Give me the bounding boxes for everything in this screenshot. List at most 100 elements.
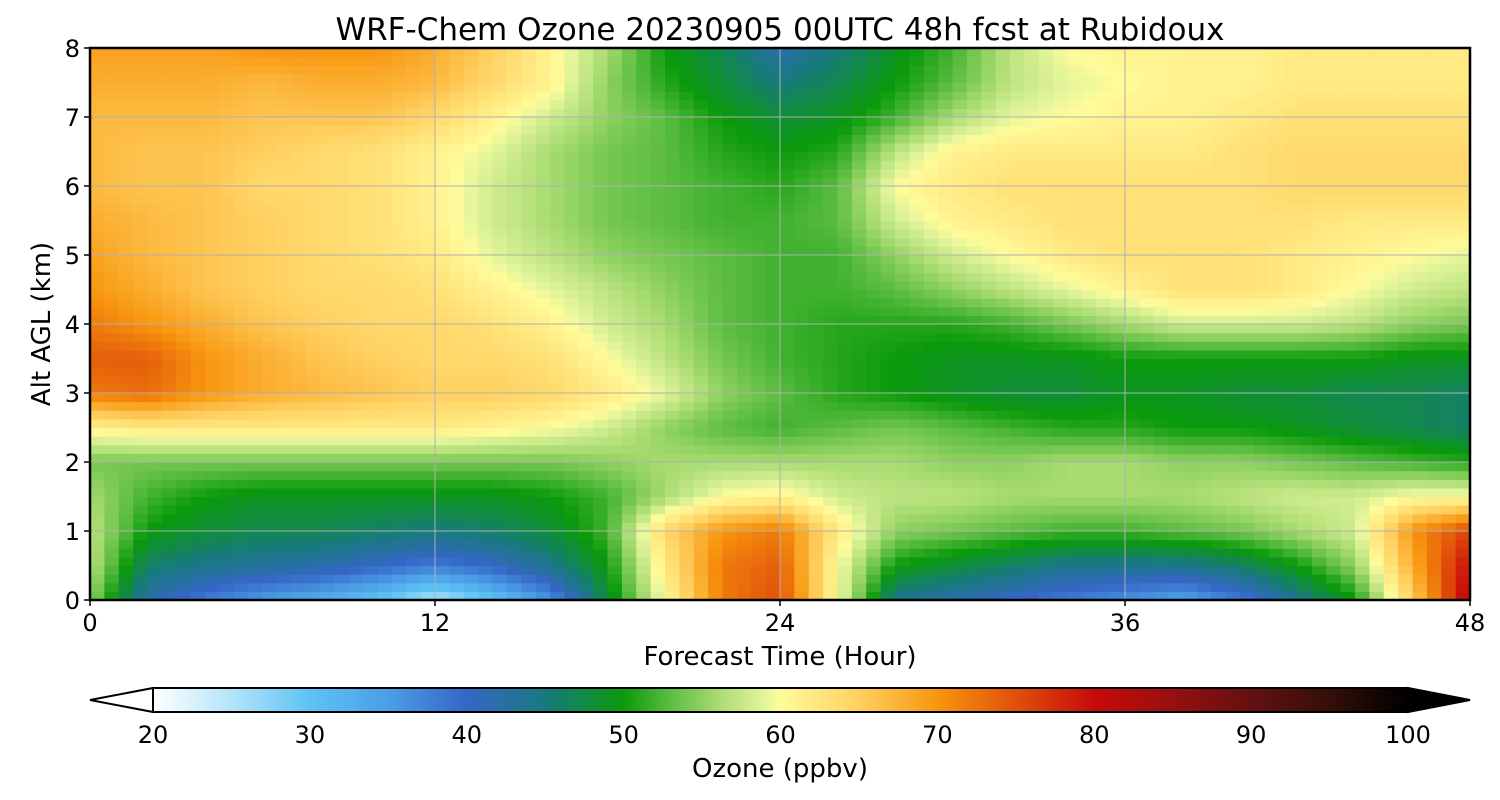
field-cell bbox=[320, 444, 335, 454]
field-cell bbox=[621, 453, 637, 463]
field-cell bbox=[104, 453, 120, 463]
field-cell bbox=[1139, 168, 1155, 178]
field-cell bbox=[248, 349, 264, 360]
field-cell bbox=[995, 168, 1011, 178]
field-cell bbox=[621, 203, 637, 213]
field-cell bbox=[176, 280, 192, 291]
field-cell bbox=[722, 289, 738, 299]
field-cell bbox=[621, 280, 637, 291]
field-cell bbox=[449, 505, 465, 515]
field-cell bbox=[1398, 565, 1414, 575]
field-cell bbox=[262, 237, 278, 247]
field-cell bbox=[593, 324, 609, 334]
field-cell bbox=[578, 496, 594, 506]
field-cell bbox=[578, 289, 594, 299]
field-cell bbox=[1297, 298, 1313, 308]
field-cell bbox=[1038, 306, 1054, 316]
field-cell bbox=[1110, 203, 1126, 213]
field-cell bbox=[348, 556, 364, 567]
field-cell bbox=[521, 470, 537, 480]
field-cell bbox=[449, 186, 465, 196]
field-cell bbox=[866, 531, 882, 541]
field-cell bbox=[492, 237, 508, 247]
field-cell bbox=[765, 246, 781, 256]
field-cell bbox=[593, 375, 609, 385]
field-cell bbox=[578, 375, 594, 385]
field-cell bbox=[808, 505, 824, 515]
field-cell bbox=[578, 315, 594, 325]
field-cell bbox=[909, 341, 925, 351]
field-cell bbox=[1211, 160, 1227, 170]
field-cell bbox=[391, 349, 407, 360]
field-cell bbox=[492, 186, 508, 196]
field-cell bbox=[1153, 160, 1169, 170]
field-cell bbox=[765, 556, 781, 567]
field-cell bbox=[780, 522, 795, 532]
field-cell bbox=[391, 539, 407, 549]
field-cell bbox=[1125, 479, 1140, 489]
field-cell bbox=[995, 556, 1011, 567]
field-cell bbox=[895, 367, 910, 377]
field-cell bbox=[751, 453, 767, 463]
field-cell bbox=[938, 315, 954, 325]
field-cell bbox=[463, 229, 479, 239]
field-cell bbox=[219, 565, 235, 575]
field-cell bbox=[334, 470, 350, 480]
field-cell bbox=[1110, 280, 1126, 291]
field-cell bbox=[1311, 505, 1327, 515]
field-cell bbox=[1326, 211, 1342, 222]
field-cell bbox=[1283, 522, 1299, 532]
field-cell bbox=[391, 591, 407, 600]
field-cell bbox=[1268, 255, 1284, 265]
field-cell bbox=[966, 436, 982, 446]
field-cell bbox=[564, 548, 580, 558]
field-cell bbox=[851, 496, 867, 506]
field-cell bbox=[1398, 186, 1414, 196]
field-cell bbox=[463, 237, 479, 247]
field-cell bbox=[161, 513, 177, 523]
field-cell bbox=[837, 462, 853, 472]
field-cell bbox=[909, 186, 925, 196]
field-cell bbox=[938, 289, 954, 299]
field-cell bbox=[1455, 168, 1470, 178]
field-cell bbox=[133, 332, 149, 342]
field-cell bbox=[722, 505, 738, 515]
field-cell bbox=[161, 582, 177, 592]
field-cell bbox=[391, 160, 407, 170]
field-cell bbox=[909, 487, 925, 498]
field-cell bbox=[866, 582, 882, 592]
field-cell bbox=[90, 298, 105, 308]
field-cell bbox=[550, 513, 565, 523]
field-cell bbox=[291, 565, 307, 575]
field-cell bbox=[1326, 444, 1342, 454]
field-cell bbox=[1297, 436, 1313, 446]
field-cell bbox=[693, 427, 709, 437]
field-cell bbox=[708, 548, 724, 558]
field-cell bbox=[449, 565, 465, 575]
field-cell bbox=[291, 237, 307, 247]
field-cell bbox=[248, 565, 264, 575]
field-cell bbox=[823, 246, 839, 256]
field-cell bbox=[1153, 272, 1169, 282]
field-cell bbox=[1225, 479, 1241, 489]
field-cell bbox=[176, 151, 192, 161]
field-cell bbox=[190, 168, 206, 178]
field-cell bbox=[1110, 556, 1126, 567]
field-cell bbox=[722, 418, 738, 429]
field-cell bbox=[995, 436, 1011, 446]
field-cell bbox=[1182, 151, 1198, 161]
field-cell bbox=[348, 332, 364, 342]
field-cell bbox=[1038, 496, 1054, 506]
field-cell bbox=[837, 367, 853, 377]
field-cell bbox=[607, 462, 623, 472]
field-cell bbox=[1096, 280, 1112, 291]
field-cell bbox=[1326, 280, 1342, 291]
field-cell bbox=[621, 306, 637, 316]
field-cell bbox=[1311, 393, 1327, 403]
field-cell bbox=[1211, 470, 1227, 480]
field-cell bbox=[650, 151, 666, 161]
field-cell bbox=[564, 565, 580, 575]
field-cell bbox=[1225, 332, 1241, 342]
field-cell bbox=[506, 522, 522, 532]
field-cell bbox=[190, 556, 206, 567]
